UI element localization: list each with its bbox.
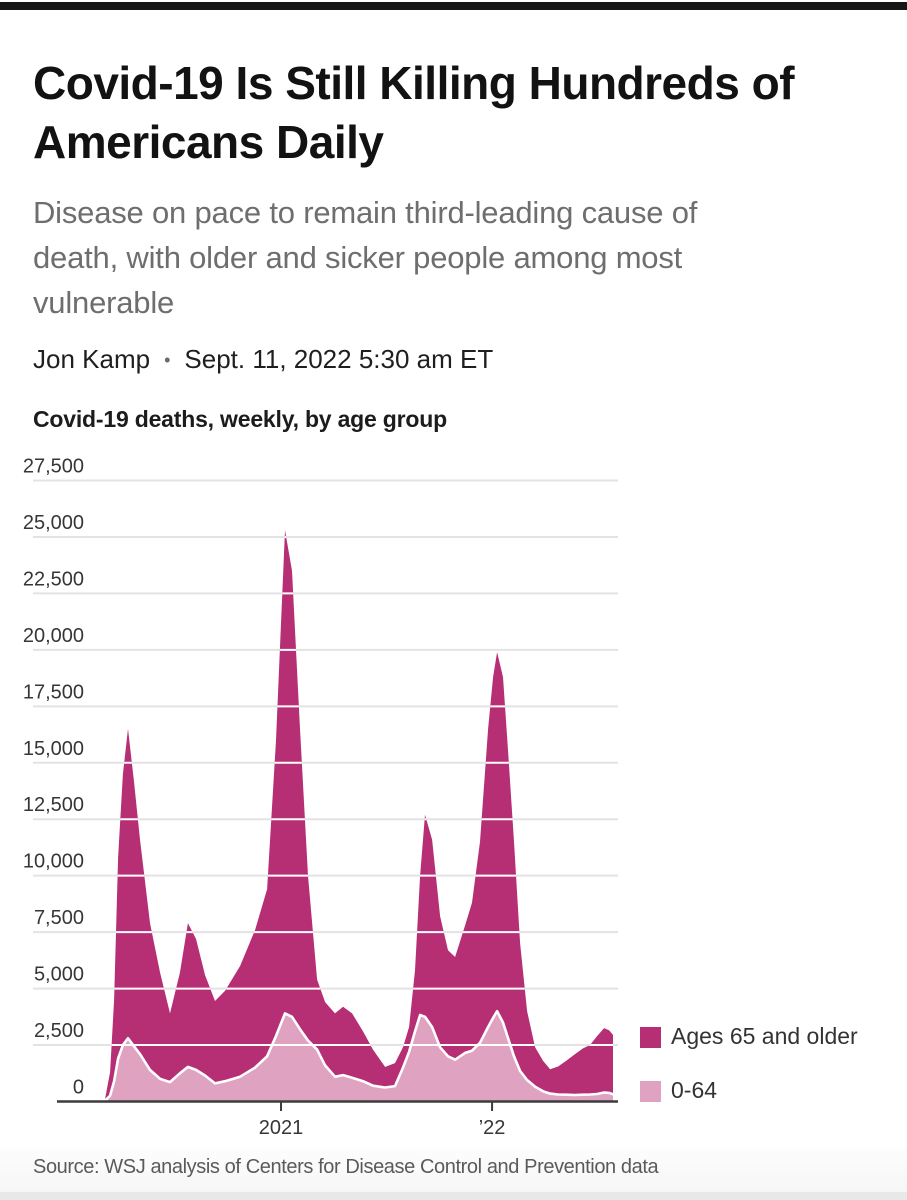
y-tick-label-15000: 15,000 — [23, 738, 84, 760]
source-note: Source: WSJ analysis of Centers for Dise… — [33, 1156, 659, 1178]
legend-label-ages_0_64: 0-64 — [671, 1077, 717, 1103]
y-tick-label-12500: 12,500 — [23, 794, 84, 816]
chart-footer — [0, 1148, 907, 1200]
bottom-strip — [0, 1192, 907, 1200]
headline-line-2: Americans Daily — [33, 116, 384, 168]
y-tick-label-25000: 25,000 — [23, 512, 84, 534]
y-tick-label-17500: 17,500 — [23, 681, 84, 703]
headline-line-1: Covid-19 Is Still Killing Hundreds of — [33, 57, 795, 109]
legend-label-ages_65_older: Ages 65 and older — [671, 1023, 858, 1049]
area-ages-65-older — [105, 530, 613, 1101]
author-name[interactable]: Jon Kamp — [33, 344, 151, 374]
x-tick-label-’22: ’22 — [479, 1117, 506, 1139]
y-tick-label-7500: 7,500 — [34, 907, 84, 929]
top-bar — [0, 2, 907, 10]
y-tick-label-20000: 20,000 — [23, 625, 84, 647]
y-tick-label-2500: 2,500 — [34, 1020, 84, 1042]
dek-line-2: death, with older and sicker people amon… — [33, 240, 683, 275]
gridlines-over-area — [105, 535, 613, 1047]
dek-line-1: Disease on pace to remain third-leading … — [33, 195, 698, 230]
publish-timestamp: Sept. 11, 2022 5:30 am ET — [184, 344, 494, 374]
x-tick-label-2021: 2021 — [259, 1117, 304, 1139]
chart-title: Covid-19 deaths, weekly, by age group — [33, 406, 447, 432]
byline-separator-icon: • — [164, 349, 171, 370]
y-tick-label-0: 0 — [73, 1077, 84, 1099]
y-tick-label-5000: 5,000 — [34, 964, 84, 986]
legend-item-ages_65_older: Ages 65 and older — [640, 1023, 858, 1049]
legend-swatch-ages_65_older — [640, 1027, 661, 1048]
article-dek: Disease on pace to remain third-leading … — [33, 190, 893, 325]
ages-0-64-outline — [103, 1009, 615, 1103]
legend-item-ages_0_64: 0-64 — [640, 1077, 717, 1103]
article-headline: Covid-19 Is Still Killing Hundreds of Am… — [33, 54, 893, 172]
legend-swatch-ages_0_64 — [640, 1081, 661, 1102]
byline: Jon Kamp • Sept. 11, 2022 5:30 am ET — [33, 344, 493, 375]
y-tick-label-10000: 10,000 — [23, 851, 84, 873]
y-tick-label-22500: 22,500 — [23, 568, 84, 590]
dek-line-3: vulnerable — [33, 285, 175, 320]
area-ages-0-64 — [105, 1011, 613, 1102]
y-tick-label-27500: 27,500 — [23, 456, 84, 478]
